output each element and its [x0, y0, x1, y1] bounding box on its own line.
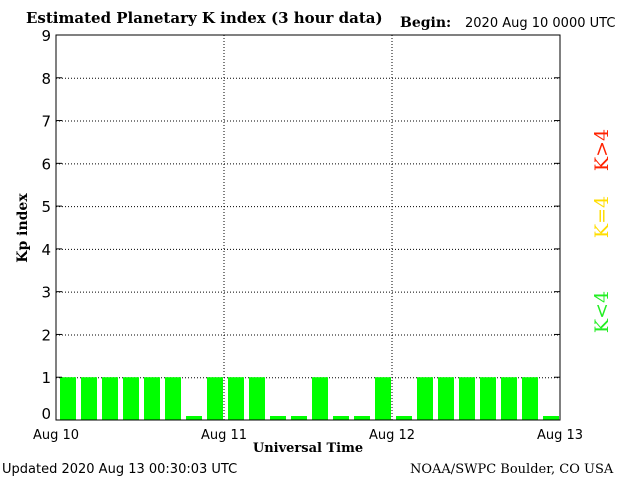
x-tick-label: Aug 11 [201, 428, 247, 443]
y-tick-label: 4 [41, 241, 51, 259]
plot-frame [55, 34, 561, 421]
kp-bar [480, 377, 496, 420]
kp-bar [354, 416, 370, 420]
y-tick-label: 9 [41, 27, 51, 45]
kp-bar [333, 416, 349, 420]
kp-bar [375, 377, 391, 420]
y-axis-label: Kp index [15, 193, 31, 263]
x-tick-labels: Aug 10 Aug 11 Aug 12 Aug 13 [33, 428, 583, 443]
grid-lines [56, 35, 560, 420]
chart-title: Estimated Planetary K index (3 hour data… [26, 9, 383, 27]
kp-bar [207, 377, 223, 420]
kp-bar [417, 377, 433, 420]
y-tick-label: 1 [41, 369, 51, 387]
x-tick-label: Aug 10 [33, 428, 79, 443]
y-tick-label: 0 [41, 405, 51, 423]
y-tick-label: 5 [41, 198, 51, 216]
legend-item: K<4 [591, 291, 613, 333]
x-tick-label: Aug 12 [369, 428, 415, 443]
updated-text: Updated 2020 Aug 13 00:30:03 UTC [2, 462, 237, 477]
y-tick-label: 7 [41, 113, 51, 131]
kp-bar [60, 377, 76, 420]
kp-bar [270, 416, 286, 420]
kp-bar [102, 377, 118, 420]
x-tick-label: Aug 13 [537, 428, 583, 443]
bars [60, 377, 559, 420]
legend-item: K=4 [591, 196, 613, 238]
kp-bar [81, 377, 97, 420]
y-tick-label: 3 [41, 284, 51, 302]
kp-bar [123, 377, 139, 420]
kp-bar [543, 416, 559, 420]
y-tick-label: 2 [41, 326, 51, 344]
kp-bar [228, 377, 244, 420]
y-tick-labels: 0 1 2 3 4 5 6 7 8 9 [41, 27, 51, 423]
begin-label: Begin: [400, 15, 451, 31]
kp-bar [396, 416, 412, 420]
kp-bar [459, 377, 475, 420]
kp-bar [438, 377, 454, 420]
kp-bar [522, 377, 538, 420]
source-text: NOAA/SWPC Boulder, CO USA [410, 462, 614, 477]
kp-bar [312, 377, 328, 420]
axis-ticks [56, 34, 560, 421]
kp-bar [144, 377, 160, 420]
legend-item: K>4 [591, 129, 613, 171]
kp-bar [249, 377, 265, 420]
kp-bar [501, 377, 517, 420]
y-tick-label: 6 [41, 155, 51, 173]
begin-value: 2020 Aug 10 0000 UTC [465, 16, 615, 31]
kp-bar [165, 377, 181, 420]
kp-bar [186, 416, 202, 420]
y-tick-label: 8 [41, 70, 51, 88]
x-axis-label: Universal Time [253, 441, 363, 456]
legend: K<4 K=4 K>4 [591, 129, 613, 333]
kp-bar [291, 416, 307, 420]
